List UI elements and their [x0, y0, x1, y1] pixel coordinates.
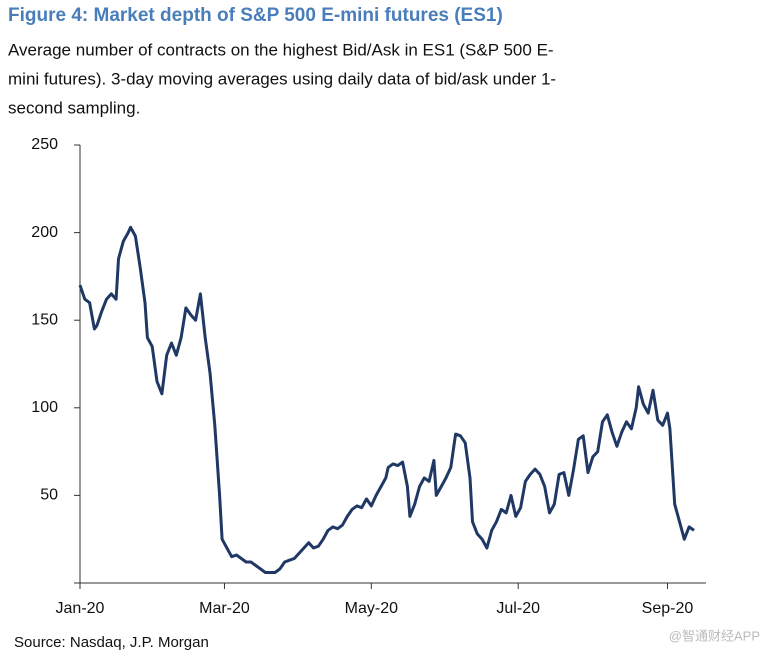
x-tick-label: Mar-20 [199, 600, 250, 617]
y-tick-label: 200 [31, 224, 58, 241]
y-tick-label: 100 [31, 399, 58, 416]
x-tick-label: Sep-20 [642, 600, 694, 617]
subtitle-line: Average number of contracts on the highe… [8, 40, 554, 59]
y-tick-label: 50 [40, 487, 58, 504]
data-line [78, 225, 695, 574]
subtitle-line: mini futures). 3-day moving averages usi… [8, 69, 556, 88]
x-tick-label: Jul-20 [496, 600, 540, 617]
y-tick-label: 250 [31, 136, 58, 153]
subtitle-line: second sampling. [8, 98, 140, 117]
x-tick-label: Jan-20 [56, 600, 105, 617]
chart-title: Figure 4: Market depth of S&P 500 E-mini… [8, 5, 503, 26]
y-tick-label: 150 [31, 311, 58, 328]
x-tick-label: May-20 [345, 600, 398, 617]
source-note: Source: Nasdaq, J.P. Morgan [14, 634, 209, 651]
watermark: @智通财经APP [669, 628, 760, 643]
